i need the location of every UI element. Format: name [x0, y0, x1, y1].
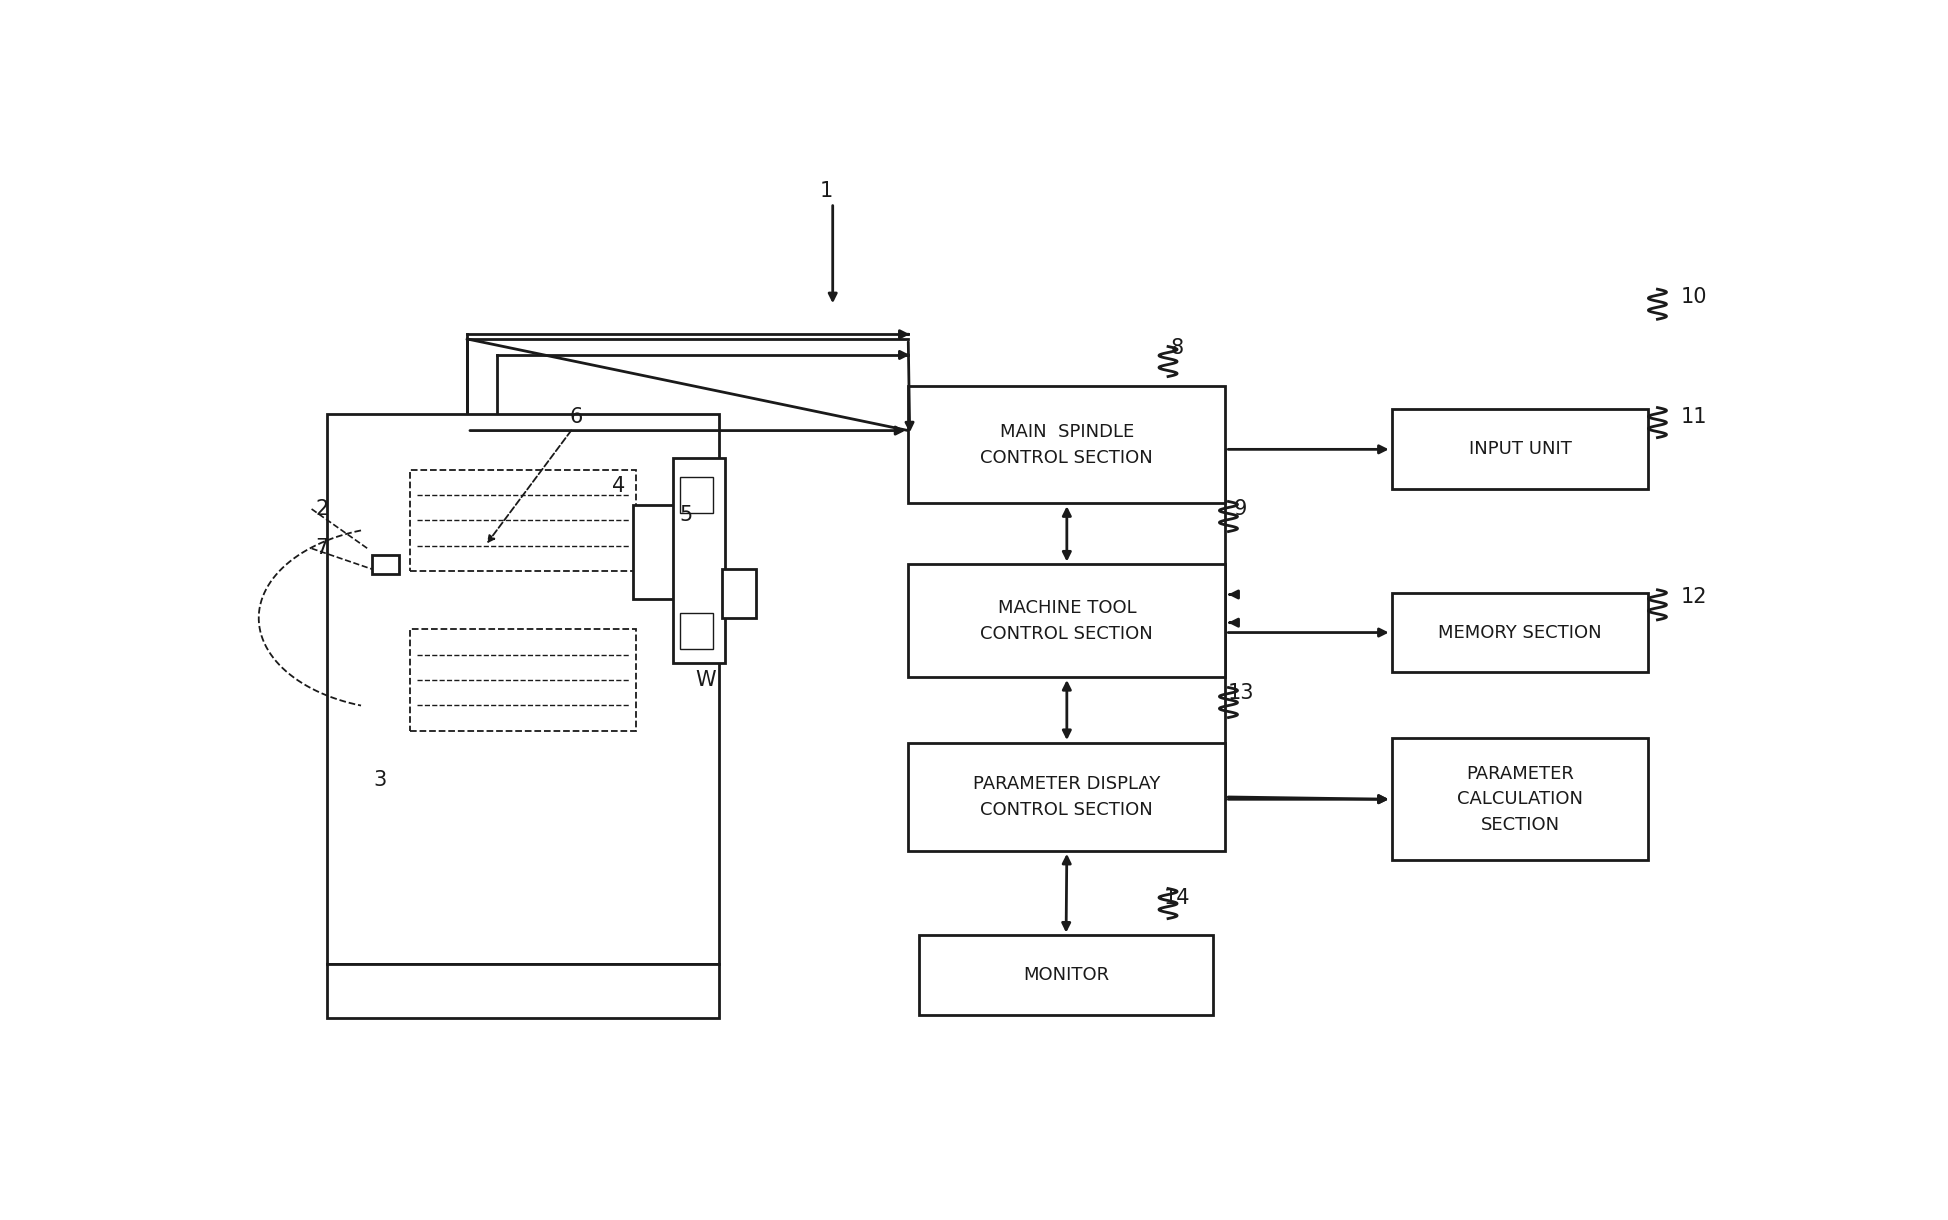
Text: 13: 13: [1227, 683, 1253, 703]
FancyBboxPatch shape: [908, 386, 1225, 504]
Text: 10: 10: [1679, 287, 1706, 306]
Text: W: W: [695, 670, 715, 691]
FancyBboxPatch shape: [1391, 593, 1648, 672]
FancyBboxPatch shape: [327, 414, 719, 964]
Text: MACHINE TOOL
CONTROL SECTION: MACHINE TOOL CONTROL SECTION: [980, 599, 1153, 643]
Text: 3: 3: [372, 771, 386, 791]
Text: INPUT UNIT: INPUT UNIT: [1467, 440, 1570, 459]
Text: 1: 1: [820, 181, 834, 200]
Text: 9: 9: [1233, 499, 1247, 518]
Text: 12: 12: [1679, 587, 1706, 608]
FancyBboxPatch shape: [327, 964, 719, 1019]
FancyBboxPatch shape: [680, 614, 713, 649]
FancyBboxPatch shape: [908, 743, 1225, 852]
FancyBboxPatch shape: [409, 630, 635, 731]
FancyBboxPatch shape: [372, 555, 399, 573]
Text: 4: 4: [612, 477, 625, 497]
FancyBboxPatch shape: [680, 477, 713, 512]
Text: PARAMETER
CALCULATION
SECTION: PARAMETER CALCULATION SECTION: [1457, 765, 1582, 834]
Text: 11: 11: [1679, 407, 1706, 427]
Text: 8: 8: [1171, 338, 1182, 359]
Text: MONITOR: MONITOR: [1023, 966, 1108, 985]
Text: MEMORY SECTION: MEMORY SECTION: [1438, 623, 1601, 642]
FancyBboxPatch shape: [633, 505, 676, 599]
Text: 14: 14: [1163, 888, 1190, 908]
Text: PARAMETER DISPLAY
CONTROL SECTION: PARAMETER DISPLAY CONTROL SECTION: [972, 775, 1159, 819]
FancyBboxPatch shape: [1391, 410, 1648, 489]
FancyBboxPatch shape: [409, 470, 635, 571]
Text: MAIN  SPINDLE
CONTROL SECTION: MAIN SPINDLE CONTROL SECTION: [980, 423, 1153, 466]
Text: 7: 7: [316, 538, 329, 558]
FancyBboxPatch shape: [918, 936, 1214, 1015]
FancyBboxPatch shape: [908, 565, 1225, 677]
Text: 5: 5: [680, 505, 692, 525]
FancyBboxPatch shape: [672, 459, 725, 664]
FancyBboxPatch shape: [1391, 738, 1648, 860]
Text: 2: 2: [316, 499, 329, 518]
Text: 6: 6: [569, 407, 582, 427]
FancyBboxPatch shape: [723, 570, 756, 619]
